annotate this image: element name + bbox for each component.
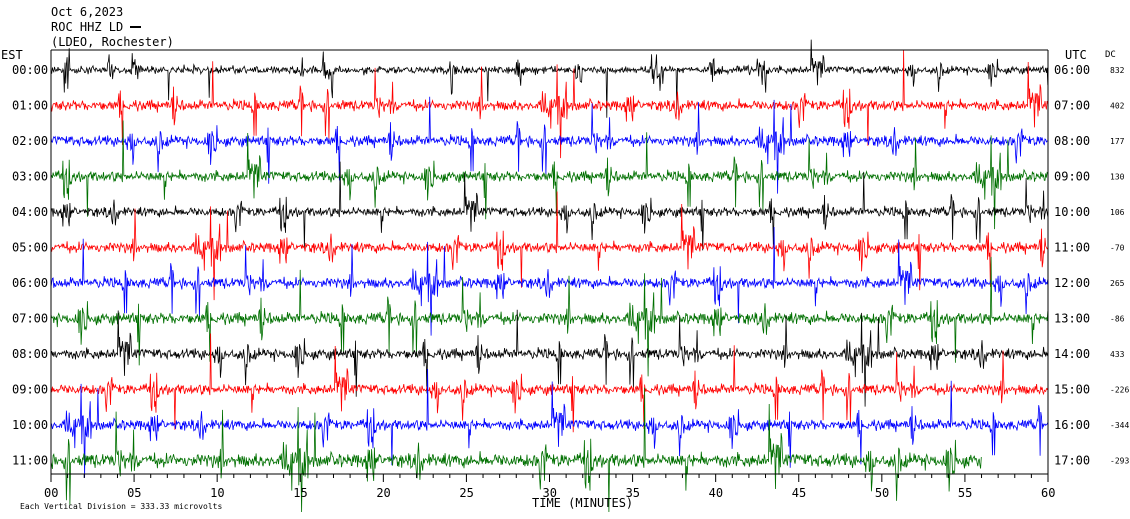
header-station: ROC HHZ LD [51,20,123,34]
x-tick-label: 20 [376,486,390,500]
est-hour-label: 05:00 [12,241,48,255]
x-tick-label: 55 [958,486,972,500]
seismic-trace-row [50,226,1049,336]
dc-offset-label: 433 [1110,350,1125,359]
axes-layer: 00 05 10 15 20 25 30 35 40 45 50 55 60 [44,49,1055,500]
utc-hour-label: 16:00 [1054,418,1090,432]
seismic-trace-row [50,333,1049,433]
est-hour-label: 10:00 [12,418,48,432]
x-tick-label: 35 [626,486,640,500]
est-hour-label: 08:00 [12,347,48,361]
header-network: (LDEO, Rochester) [51,35,174,49]
seismic-trace-row [50,49,1049,159]
utc-hour-label: 10:00 [1054,205,1090,219]
est-hour-label: 02:00 [12,134,48,148]
est-hour-label: 01:00 [12,99,48,113]
utc-hour-label: 09:00 [1054,170,1090,184]
x-tick-label: 25 [459,486,473,500]
est-hour-label: 07:00 [12,312,48,326]
header-date: Oct 6,2023 [51,5,123,19]
seismic-trace-row [50,39,1049,118]
dc-column-label: DC [1105,50,1116,60]
dc-offset-label: 402 [1110,102,1125,111]
x-tick-label: 00 [44,486,58,500]
utc-hour-label: 13:00 [1054,312,1090,326]
est-hour-label: 09:00 [12,383,48,397]
x-tick-label: 45 [792,486,806,500]
dc-offset-label: -70 [1110,244,1125,253]
seismic-trace-row [50,96,1048,194]
utc-hour-label: 12:00 [1054,276,1090,290]
right-timezone-label: UTC [1065,48,1087,62]
label-layer: Oct 6,2023 ROC HHZ LD (LDEO, Rochester) … [1,5,1129,511]
est-hour-label: 00:00 [12,63,48,77]
utc-hour-label: 14:00 [1054,347,1090,361]
utc-hour-label: 07:00 [1054,99,1090,113]
x-tick-label: 40 [709,486,723,500]
utc-hour-label: 11:00 [1054,241,1090,255]
seismic-trace-row [50,161,1049,251]
left-timezone-label: EST [1,48,23,62]
seismic-trace-row [50,309,1049,407]
dc-offset-label: 832 [1110,66,1125,75]
dc-offset-label: 265 [1110,279,1125,288]
est-hour-label: 11:00 [12,454,48,468]
seismic-trace-row [50,368,1049,478]
utc-hour-label: 15:00 [1054,383,1090,397]
utc-hour-label: 06:00 [1054,63,1090,77]
x-tick-label: 15 [293,486,307,500]
est-hour-label: 04:00 [12,205,48,219]
x-tick-label: 30 [543,486,557,500]
x-tick-label: 10 [210,486,224,500]
seismic-trace-row [50,191,1049,301]
seismic-trace-row [50,120,1049,230]
est-hour-label: 06:00 [12,276,48,290]
dc-offset-label: -293 [1110,457,1129,466]
dc-offset-label: -226 [1110,386,1129,395]
utc-hour-label: 17:00 [1054,454,1090,468]
dc-offset-label: 106 [1110,208,1125,217]
x-tick-group: 00 05 10 15 20 25 30 35 40 45 50 55 60 [44,474,1055,500]
seismic-trace-row [50,387,982,513]
est-hour-label: 03:00 [12,170,48,184]
x-tick-label: 50 [875,486,889,500]
dc-offset-label: 130 [1110,173,1125,182]
x-tick-label: 05 [127,486,141,500]
dc-offset-label: 177 [1110,137,1125,146]
x-tick-label: 60 [1041,486,1055,500]
dc-offset-label: -344 [1110,421,1129,430]
footer-scale-note: Each Vertical Division = 333.33 microvol… [20,502,222,511]
utc-hour-label: 08:00 [1054,134,1090,148]
trace-layer [50,39,1049,513]
row-label-group: 00:00 06:00 832 01:00 07:00 402 02:00 08:00 177 0… [12,63,1129,468]
x-axis-title: TIME (MINUTES) [532,496,633,510]
dc-offset-label: -86 [1110,315,1125,324]
seismic-trace-row [50,256,1049,377]
